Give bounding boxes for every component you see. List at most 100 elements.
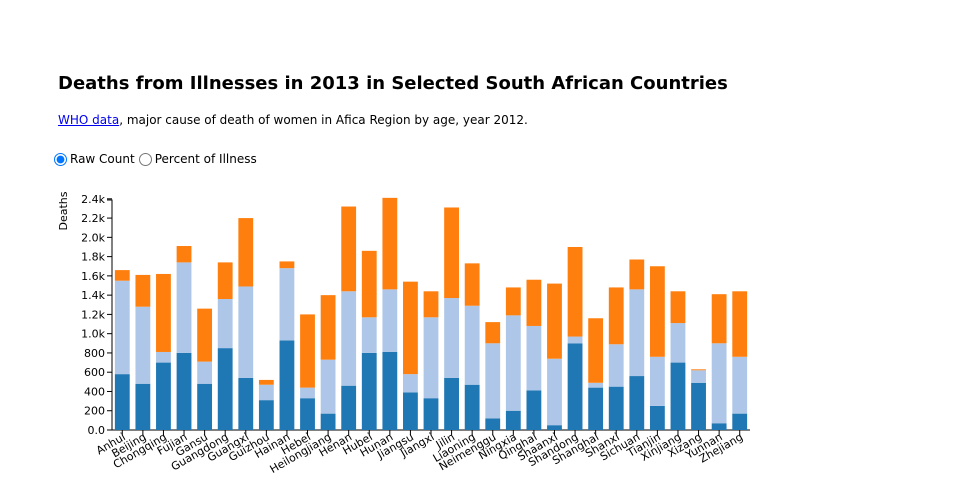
bar-segment[interactable] — [279, 268, 295, 341]
bar-segment[interactable] — [403, 281, 418, 375]
bar-segment[interactable] — [670, 323, 686, 363]
bar-segment[interactable] — [320, 295, 336, 360]
bar-segment[interactable] — [505, 287, 521, 316]
bar-segment[interactable] — [588, 387, 604, 430]
bar-segment[interactable] — [629, 289, 645, 377]
bar-segment[interactable] — [423, 398, 439, 430]
bar-segment[interactable] — [526, 390, 542, 430]
bar-segment[interactable] — [361, 352, 377, 430]
bar-segment[interactable] — [361, 250, 377, 318]
bar-segment[interactable] — [217, 348, 233, 430]
bar-segment[interactable] — [403, 374, 418, 393]
bar-segment[interactable] — [505, 410, 521, 430]
bar-segment[interactable] — [341, 385, 357, 430]
bar-segment[interactable] — [567, 336, 583, 344]
bar-segment[interactable] — [176, 352, 192, 430]
bar-segment[interactable] — [135, 383, 151, 430]
bar-segment[interactable] — [629, 376, 645, 430]
bar-segment[interactable] — [732, 291, 748, 357]
bar-segment[interactable] — [444, 207, 459, 299]
bar-segment[interactable] — [135, 306, 151, 384]
bar-segment[interactable] — [444, 377, 459, 430]
bar-segment[interactable] — [711, 294, 727, 344]
bar-segment[interactable] — [114, 280, 130, 375]
bar-segment[interactable] — [197, 308, 213, 362]
percent-option[interactable]: Percent of Illness — [137, 152, 257, 166]
bar-segment[interactable] — [238, 286, 254, 378]
y-tick-label: 400 — [84, 385, 105, 398]
bar-segment[interactable] — [567, 246, 583, 337]
bar-segment[interactable] — [258, 379, 274, 385]
bar-segment[interactable] — [485, 418, 501, 430]
bar-segment[interactable] — [258, 400, 274, 430]
who-data-link[interactable]: WHO data — [58, 113, 120, 127]
bar-segment[interactable] — [711, 343, 727, 424]
bar-segment[interactable] — [217, 298, 233, 349]
bar-segment[interactable] — [732, 413, 748, 430]
bar-segment[interactable] — [649, 266, 665, 357]
percent-radio[interactable] — [138, 152, 152, 166]
bar-segment[interactable] — [567, 343, 583, 430]
bar-segment[interactable] — [547, 425, 562, 430]
raw-count-radio[interactable] — [54, 152, 67, 166]
raw-count-option[interactable]: Raw Count — [52, 152, 135, 166]
bar-segment[interactable] — [608, 287, 624, 345]
bar-segment[interactable] — [114, 374, 130, 430]
bar-segment[interactable] — [382, 351, 398, 430]
bar-segment[interactable] — [629, 259, 645, 290]
bar-segment[interactable] — [526, 279, 542, 326]
bar-segment[interactable] — [197, 383, 213, 430]
bar-segment[interactable] — [485, 343, 501, 419]
bar-segment[interactable] — [156, 273, 171, 352]
bar-segment[interactable] — [649, 356, 665, 406]
bar-segment[interactable] — [176, 246, 192, 263]
bar-segment[interactable] — [403, 392, 418, 430]
bar-segment[interactable] — [464, 263, 480, 306]
bar-segment[interactable] — [505, 315, 521, 411]
bar-segment[interactable] — [588, 382, 604, 388]
bar-segment[interactable] — [320, 413, 336, 430]
bar-segment[interactable] — [279, 261, 295, 269]
bar-segment[interactable] — [176, 262, 192, 353]
bar-segment[interactable] — [156, 351, 171, 363]
bar-segment[interactable] — [464, 305, 480, 385]
bar-segment[interactable] — [670, 362, 686, 430]
bar-segment[interactable] — [135, 274, 151, 307]
bar-segment[interactable] — [238, 218, 254, 287]
bar-segment[interactable] — [382, 289, 398, 352]
bar-segment[interactable] — [300, 314, 315, 388]
bar-segment[interactable] — [279, 340, 295, 430]
bar-segment[interactable] — [670, 291, 686, 324]
bar-segment[interactable] — [547, 358, 562, 426]
bar-segment[interactable] — [732, 356, 748, 414]
bar-segment[interactable] — [608, 344, 624, 387]
bar-segment[interactable] — [382, 197, 398, 290]
bar-segment[interactable] — [156, 362, 171, 430]
bar-segment[interactable] — [320, 359, 336, 414]
bar-segment[interactable] — [258, 384, 274, 401]
bar-segment[interactable] — [691, 382, 706, 430]
bar-segment[interactable] — [423, 291, 439, 318]
bar-segment[interactable] — [711, 423, 727, 430]
bar-segment[interactable] — [608, 386, 624, 430]
bar-segment[interactable] — [300, 387, 315, 399]
bar-segment[interactable] — [217, 262, 233, 299]
bar-segment[interactable] — [238, 377, 254, 430]
bar-segment[interactable] — [300, 398, 315, 430]
bar-segment[interactable] — [423, 317, 439, 399]
bar-segment[interactable] — [691, 369, 706, 371]
bar-segment[interactable] — [114, 270, 130, 281]
bar-segment[interactable] — [485, 322, 501, 344]
bar-segment[interactable] — [691, 370, 706, 383]
bar-segment[interactable] — [464, 384, 480, 430]
bar-segment[interactable] — [547, 283, 562, 359]
bar-segment[interactable] — [341, 291, 357, 386]
bar-segment[interactable] — [649, 405, 665, 430]
bar-segment[interactable] — [444, 298, 459, 378]
bar-segment[interactable] — [588, 318, 604, 383]
subtitle-text: , major cause of death of women in Afica… — [119, 113, 528, 127]
bar-segment[interactable] — [526, 325, 542, 391]
bar-segment[interactable] — [197, 361, 213, 384]
bar-segment[interactable] — [341, 206, 357, 292]
bar-segment[interactable] — [361, 317, 377, 353]
